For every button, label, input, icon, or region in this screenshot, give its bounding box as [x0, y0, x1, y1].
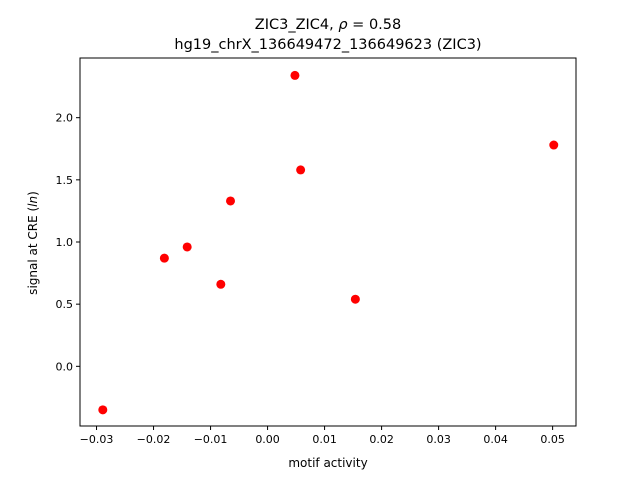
data-point [159, 253, 169, 263]
x-tick-label: 0.01 [312, 433, 337, 446]
chart-title-line2: hg19_chrX_136649472_136649623 (ZIC3) [174, 37, 481, 53]
data-point [290, 70, 300, 80]
data-point [182, 242, 192, 252]
data-point [350, 294, 360, 304]
y-tick-label: 0.5 [56, 298, 74, 311]
x-tick-label: 0.02 [369, 433, 394, 446]
y-tick-label: 2.0 [56, 112, 74, 125]
data-point [226, 196, 236, 206]
x-tick-label: 0.00 [255, 433, 280, 446]
y-tick-label: 0.0 [56, 360, 74, 373]
x-tick-label: −0.02 [137, 433, 171, 446]
x-tick-label: −0.03 [80, 433, 114, 446]
x-tick-label: 0.04 [483, 433, 508, 446]
plot-frame [79, 57, 577, 427]
x-axis-label: motif activity [288, 456, 367, 470]
data-point [216, 279, 226, 289]
y-tick-label: 1.0 [56, 236, 74, 249]
plot-area: −0.03 −0.02 −0.01 0.00 0.01 0.02 0.03 0.04 0.05 0… [56, 57, 577, 446]
chart-title-line1: ZIC3_ZIC4, ρ = 0.58 [255, 17, 401, 33]
data-point [98, 405, 108, 415]
data-point [549, 140, 559, 150]
x-tick-label: 0.03 [426, 433, 451, 446]
x-tick-label: −0.01 [194, 433, 228, 446]
y-axis-label: signal at CRE (ln) [26, 191, 40, 295]
x-tick-label: 0.05 [540, 433, 565, 446]
data-point [296, 165, 306, 175]
y-tick-label: 1.5 [56, 174, 74, 187]
